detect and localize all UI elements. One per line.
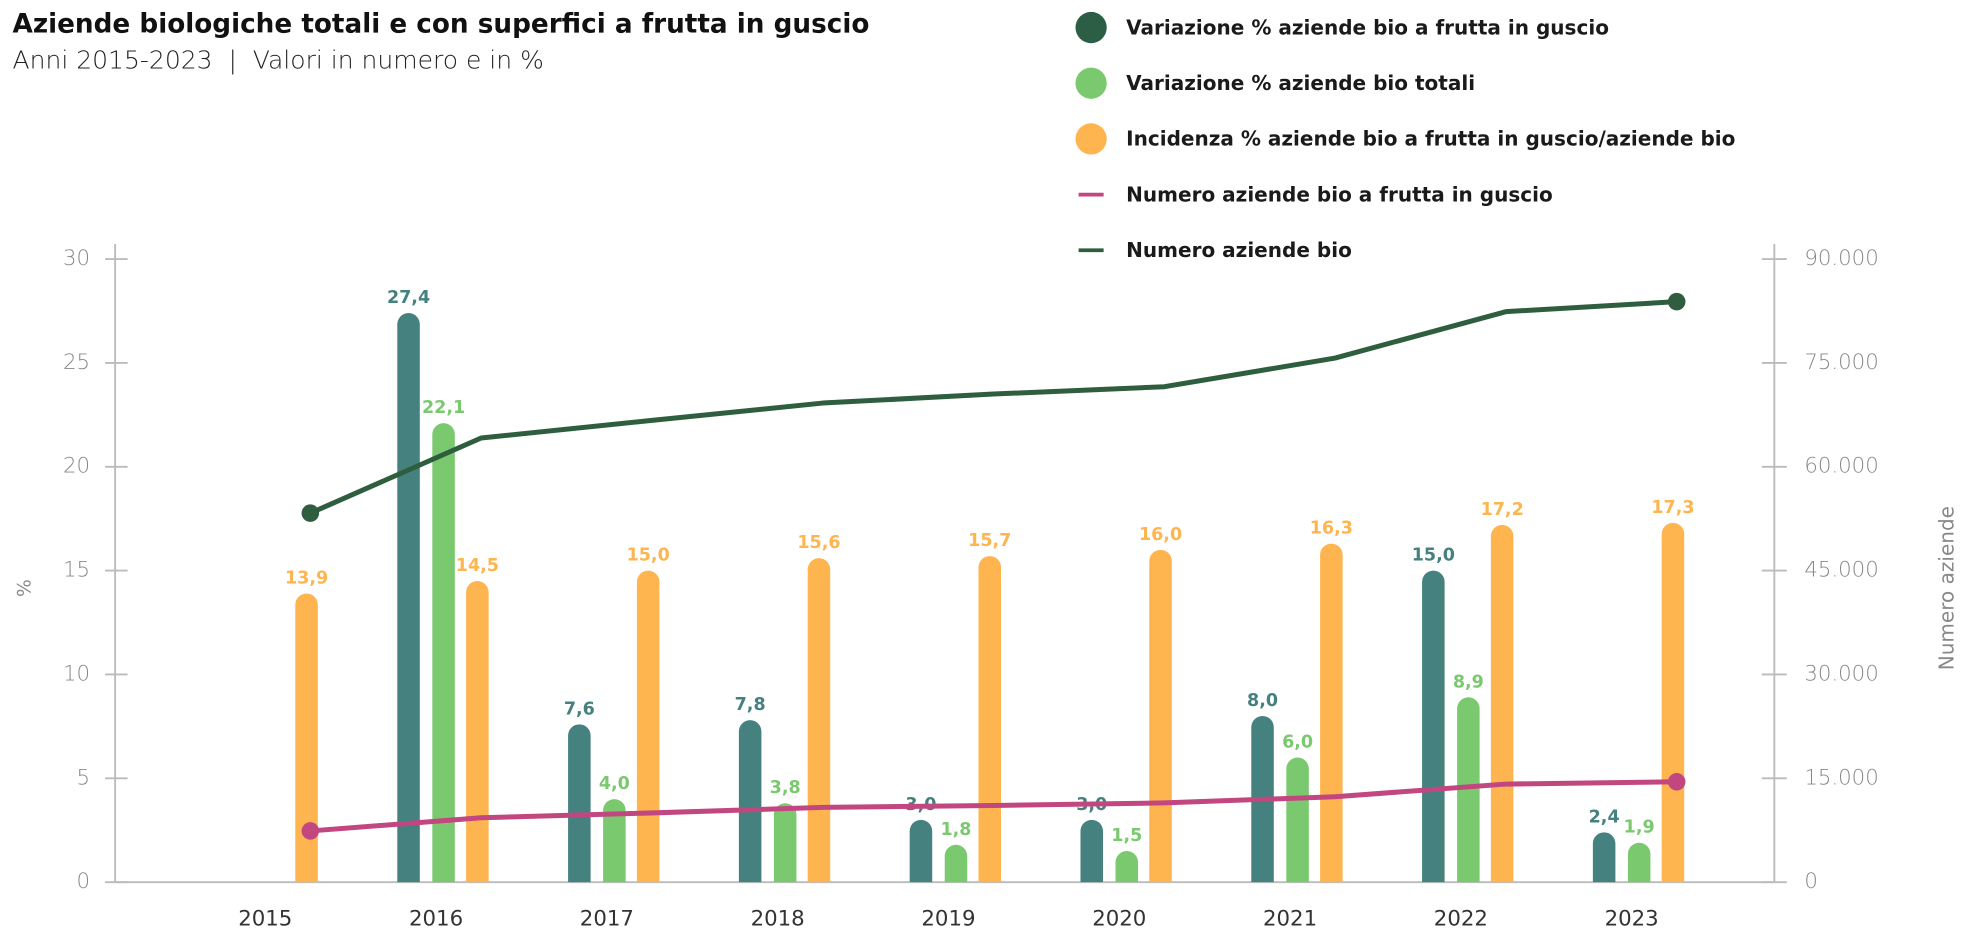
bar (1320, 543, 1343, 883)
bar (1661, 522, 1685, 883)
data-label: 17,3 (1651, 498, 1694, 518)
data-label: 15,0 (627, 546, 670, 566)
bar (909, 819, 933, 883)
y-axis-label: % (15, 579, 36, 597)
legend-swatch (1075, 67, 1107, 99)
y2-tick-label: 90.000 (1804, 246, 1878, 271)
x-tick-label: 2017 (580, 907, 634, 931)
x-tick-label: 2023 (1605, 907, 1659, 931)
data-label: 8,9 (1453, 672, 1484, 692)
y2-tick-label: 60.000 (1804, 454, 1878, 479)
x-tick-label: 2022 (1434, 907, 1488, 931)
y2-tick-label: 30.000 (1804, 661, 1878, 686)
legend-label: Numero aziende bio a frutta in guscio (1126, 182, 1553, 206)
y2-tick-label: 0 (1804, 869, 1818, 894)
data-label: 22,1 (422, 398, 465, 418)
y-tick-label: 20 (63, 454, 90, 479)
chart-subtitle: Anni 2015-2023 | Valori in numero e in % (13, 45, 544, 74)
data-label: 7,8 (735, 695, 766, 715)
y2-tick-label: 75.000 (1804, 350, 1878, 375)
legend-swatch (1075, 11, 1107, 44)
data-label: 1,5 (1111, 826, 1142, 846)
bar (1457, 697, 1480, 883)
data-label: 15,7 (968, 531, 1011, 551)
bar (1592, 832, 1616, 883)
x-tick-label: 2019 (921, 907, 975, 931)
bar (1627, 842, 1651, 883)
x-tick-label: 2021 (1263, 907, 1317, 931)
bar (807, 558, 831, 883)
line-marker (1667, 773, 1686, 791)
data-label: 4,0 (599, 774, 630, 794)
data-label: 16,0 (1139, 525, 1182, 545)
y-tick-label: 10 (63, 661, 90, 686)
legend-label: Variazione % aziende bio totali (1126, 71, 1475, 95)
bar (978, 556, 1002, 883)
legend-label: Variazione % aziende bio a frutta in gus… (1126, 15, 1609, 39)
data-label: 27,4 (387, 288, 430, 308)
y-tick-label: 15 (63, 558, 90, 583)
data-label: 6,0 (1282, 733, 1313, 753)
bar (568, 724, 591, 883)
bar (1080, 819, 1103, 883)
bar (432, 423, 455, 883)
bar (466, 580, 489, 883)
data-label: 13,9 (285, 568, 328, 588)
data-label: 2,4 (1589, 807, 1620, 827)
legend-label: Numero aziende bio (1126, 238, 1352, 262)
data-label: 3,8 (770, 778, 801, 798)
data-label: 14,5 (456, 556, 499, 576)
bar (773, 803, 797, 883)
x-tick-label: 2018 (751, 907, 805, 931)
bar (636, 570, 660, 883)
y-tick-label: 0 (77, 869, 91, 894)
line-marker (301, 504, 320, 522)
data-label: 1,8 (940, 820, 971, 840)
bar (397, 313, 420, 883)
y-tick-label: 25 (63, 350, 90, 375)
data-label: 15,0 (1412, 546, 1455, 566)
data-label: 16,3 (1310, 519, 1353, 539)
legend-label: Incidenza % aziende bio a frutta in gusc… (1126, 127, 1735, 151)
y-tick-label: 5 (77, 765, 91, 790)
bar (738, 720, 762, 883)
y-tick-label: 30 (63, 246, 90, 271)
x-tick-label: 2020 (1092, 907, 1146, 931)
line (310, 779, 1677, 834)
data-label: 8,0 (1247, 691, 1278, 711)
bar (1149, 549, 1172, 883)
data-label: 15,6 (797, 533, 840, 553)
x-tick-label: 2016 (409, 907, 463, 931)
bar (1286, 757, 1309, 883)
chart-title: Aziende biologiche totali e con superfic… (13, 10, 870, 40)
line (309, 299, 1677, 516)
bar (944, 844, 968, 883)
x-tick-label: 2015 (238, 907, 292, 931)
y2-tick-label: 45.000 (1804, 558, 1878, 583)
data-label: 17,2 (1481, 500, 1524, 520)
y2-axis-label: Numero aziende (1935, 506, 1959, 670)
bar (1115, 851, 1139, 883)
line-marker (1667, 292, 1686, 311)
bar (1490, 524, 1514, 883)
line-marker (301, 822, 320, 840)
bar (603, 799, 626, 883)
data-label: 1,9 (1624, 818, 1655, 838)
bar (295, 593, 318, 883)
y2-tick-label: 15.000 (1804, 765, 1878, 790)
data-label: 7,6 (564, 699, 595, 719)
bar (1422, 570, 1445, 883)
legend-swatch (1075, 123, 1107, 155)
